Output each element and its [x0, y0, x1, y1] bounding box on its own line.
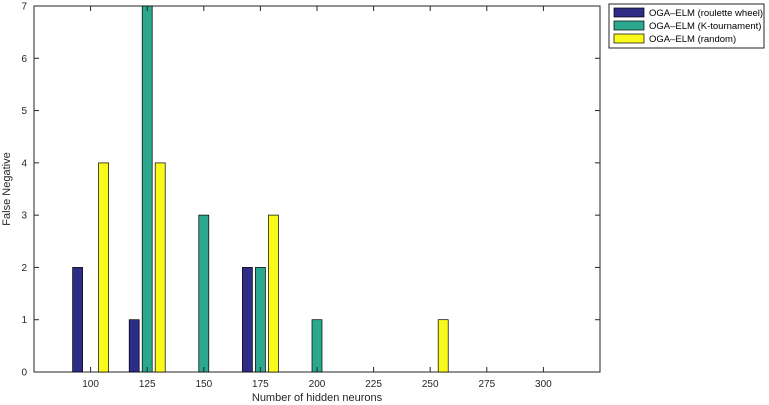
x-tick-label: 300 [535, 379, 552, 390]
x-tick-label: 200 [309, 379, 326, 390]
bar-2-125 [141, 5, 153, 373]
x-axis: 100 125 150 175 200 225 250 275 300 [82, 6, 552, 390]
legend-swatch-3 [613, 33, 645, 44]
legend-label-1: OGA–ELM (roulette wheel) [649, 8, 763, 19]
y-tick-label: 7 [21, 2, 27, 13]
legend-swatch-1 [613, 7, 645, 18]
y-tick-label: 2 [21, 263, 27, 274]
legend-label-2: OGA–ELM (K-tournament) [649, 21, 761, 32]
x-tick-label: 125 [139, 379, 156, 390]
x-tick-label: 100 [82, 379, 99, 390]
y-tick-label: 4 [21, 158, 27, 169]
legend-swatch-2 [613, 20, 645, 31]
y-tick-label: 1 [21, 315, 27, 326]
bar-2-175 [255, 267, 266, 373]
x-tick-label: 175 [252, 379, 269, 390]
legend: OGA–ELM (roulette wheel) OGA–ELM (K-tourn… [608, 3, 765, 49]
y-tick-label: 5 [21, 106, 27, 117]
bar-3-100 [98, 162, 109, 373]
bar-1-175 [242, 267, 253, 373]
bar-2-200 [311, 319, 323, 373]
legend-label-3: OGA–ELM (random) [649, 34, 736, 45]
x-tick-label: 150 [195, 379, 212, 390]
y-tick-label: 3 [21, 211, 27, 222]
bar-2-150 [198, 214, 210, 373]
y-axis: 0 1 2 3 4 5 6 7 [21, 2, 600, 379]
y-tick-label: 0 [21, 368, 27, 379]
bar-3-250 [437, 319, 449, 373]
bar-1-100 [72, 267, 83, 373]
bar-3-175 [268, 214, 279, 373]
bar-3-125 [154, 162, 166, 373]
x-tick-label: 225 [365, 379, 382, 390]
x-tick-label: 275 [478, 379, 495, 390]
x-tick-label: 250 [422, 379, 439, 390]
plot-area [33, 5, 601, 373]
x-axis-label: Number of hidden neurons [252, 392, 383, 404]
y-tick-label: 6 [21, 54, 27, 65]
y-axis-label: False Negative [1, 152, 13, 225]
bars-group [72, 5, 449, 373]
bar-1-125 [128, 319, 140, 373]
